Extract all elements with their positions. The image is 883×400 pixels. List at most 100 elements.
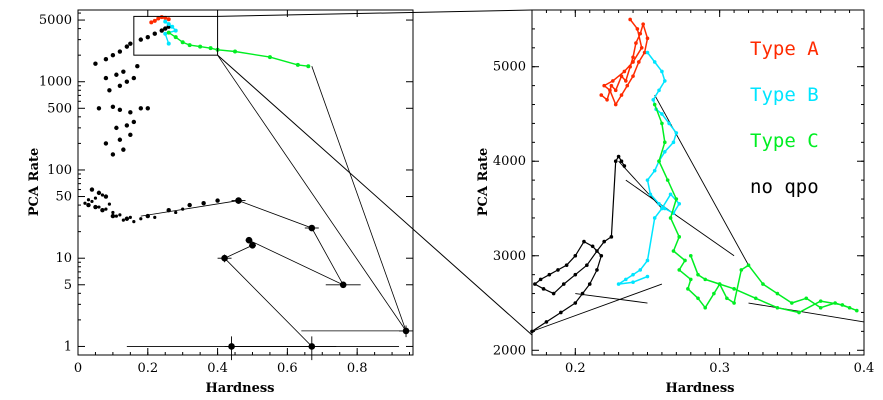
left-black-point xyxy=(163,26,168,31)
left-x-tick-label: 0.8 xyxy=(347,361,368,376)
right-series-point xyxy=(642,50,647,55)
left-black-point xyxy=(103,75,109,81)
right-series-point xyxy=(622,69,627,74)
right-series-point xyxy=(602,239,606,244)
left-black-point xyxy=(131,119,137,125)
right-series-point xyxy=(637,60,641,64)
right-series-point xyxy=(611,79,615,83)
right-series-point xyxy=(608,88,612,93)
left-black-point xyxy=(110,152,116,157)
left-colored-point xyxy=(159,15,164,20)
right-series-point xyxy=(624,277,628,282)
left-black-point xyxy=(83,201,87,205)
right-series-point xyxy=(818,299,823,303)
right-series-point xyxy=(652,168,657,173)
right-series-point xyxy=(668,216,673,220)
right-series-point xyxy=(639,46,644,50)
left-black-point xyxy=(159,28,164,33)
right-y-tick-label: 2000 xyxy=(493,343,526,358)
left-colored-point xyxy=(166,17,171,22)
right-series-point xyxy=(686,287,690,291)
left-y-tick-label: 5 xyxy=(64,278,72,293)
legend-entry: Type A xyxy=(750,38,819,60)
left-black-point xyxy=(90,199,94,204)
right-series-point xyxy=(595,268,599,272)
right-y-axis-label: PCA Rate xyxy=(476,148,491,217)
left-colored-series-line xyxy=(168,32,309,67)
right-series-point xyxy=(645,50,650,55)
right-x-tick-label: 0.2 xyxy=(565,361,586,376)
left-black-point xyxy=(97,205,101,209)
right-series-point xyxy=(790,301,794,305)
left-zoom-box xyxy=(133,15,219,56)
right-series-point xyxy=(663,79,667,83)
right-axis-ticks: 0.2 0.3 0.4 2000 3000 4000 5000 xyxy=(493,10,874,376)
left-connect-line xyxy=(311,66,407,332)
left-colored-point xyxy=(187,43,192,48)
left-black-point xyxy=(152,31,157,36)
left-black-point xyxy=(114,214,118,218)
right-series-point xyxy=(847,305,852,310)
right-series-point xyxy=(641,22,645,26)
right-panel-chart: 0.2 0.3 0.4 2000 3000 4000 5000 Hardness PCA R… xyxy=(476,9,874,396)
right-series-point xyxy=(746,263,751,268)
left-error-point xyxy=(402,327,410,335)
left-colored-point xyxy=(166,22,171,27)
right-series-point xyxy=(761,282,765,286)
right-series-point xyxy=(609,235,614,239)
right-series-point xyxy=(674,131,679,135)
left-black-point xyxy=(131,75,137,81)
right-series-point xyxy=(840,303,845,307)
right-connect-line xyxy=(625,179,735,257)
left-black-point xyxy=(117,137,123,142)
left-y-tick-label: 5000 xyxy=(39,13,72,28)
right-series-point xyxy=(660,121,664,126)
right-series-point xyxy=(688,253,693,258)
right-series-point xyxy=(645,258,650,263)
left-black-point xyxy=(104,207,108,211)
left-x-tick-label: 0.6 xyxy=(277,361,298,376)
left-black-point xyxy=(128,41,133,46)
right-series-point xyxy=(651,97,656,102)
right-series-point xyxy=(613,159,618,164)
right-series-point xyxy=(573,301,578,305)
left-colored-point xyxy=(180,40,185,45)
right-series-point xyxy=(559,310,563,315)
left-black-point xyxy=(124,216,130,221)
right-series-point xyxy=(619,74,624,78)
right-series-point xyxy=(628,17,632,22)
right-series-point xyxy=(580,291,585,296)
right-series-point xyxy=(628,64,632,69)
right-series-point xyxy=(668,192,673,197)
right-series-point xyxy=(833,301,837,305)
legend-entry: Type C xyxy=(750,130,819,152)
right-series-point xyxy=(619,93,624,97)
right-y-tick-label: 5000 xyxy=(493,60,526,75)
right-series-point xyxy=(652,216,657,220)
right-series-point xyxy=(677,268,682,272)
right-series-point xyxy=(573,272,578,277)
right-series-point xyxy=(638,268,643,272)
left-black-point xyxy=(187,202,192,208)
right-series-point xyxy=(665,178,670,182)
right-series-point xyxy=(599,93,604,97)
left-black-point xyxy=(100,193,105,197)
right-series-point xyxy=(775,305,780,310)
right-series-point xyxy=(556,268,560,272)
right-series-point xyxy=(739,268,744,272)
right-series-point xyxy=(624,79,628,83)
left-black-point xyxy=(174,210,178,215)
right-series-point xyxy=(671,140,676,145)
left-black-point xyxy=(121,69,126,74)
right-series-point xyxy=(732,301,736,305)
left-black-point xyxy=(215,198,220,203)
right-series-point xyxy=(605,97,609,102)
right-series-point xyxy=(775,291,780,296)
right-series-point xyxy=(573,253,578,258)
right-series-point xyxy=(533,282,537,286)
left-black-point xyxy=(86,198,91,202)
left-colored-point xyxy=(208,46,213,51)
right-x-axis-label: Hardness xyxy=(665,381,734,396)
right-series-point xyxy=(541,287,546,291)
left-black-point xyxy=(145,34,150,40)
